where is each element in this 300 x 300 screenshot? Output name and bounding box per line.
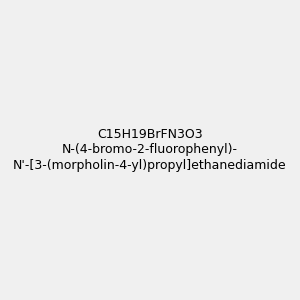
Text: C15H19BrFN3O3
N-(4-bromo-2-fluorophenyl)-
N'-[3-(morpholin-4-yl)propyl]ethanedia: C15H19BrFN3O3 N-(4-bromo-2-fluorophenyl)… [13, 128, 287, 172]
